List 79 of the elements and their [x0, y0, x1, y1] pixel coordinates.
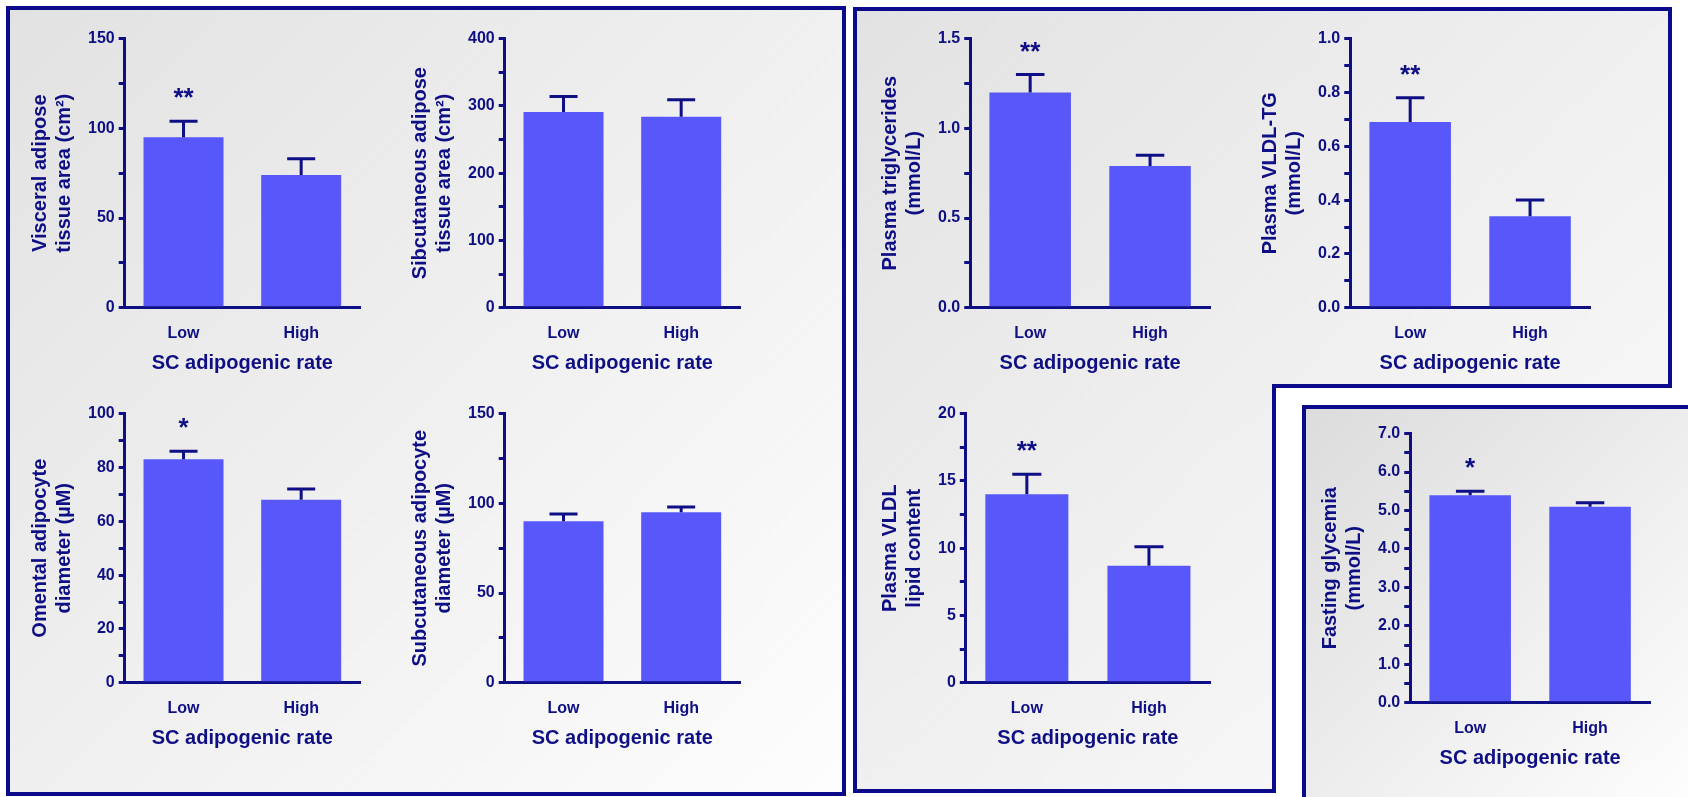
y-tick-label: 5	[946, 605, 956, 623]
y-tick-label: 50	[476, 583, 495, 601]
y-tick-label: 0.2	[1317, 244, 1341, 262]
y-tick-label: 60	[96, 511, 115, 529]
x-tick-label: High	[283, 323, 319, 341]
x-axis-title: SC adipogenic rate	[1439, 745, 1621, 768]
y-tick-label: 20	[96, 619, 115, 637]
y-tick-label: 20	[938, 404, 956, 422]
x-tick-label: High	[663, 698, 699, 716]
x-axis-title: SC adipogenic rate	[151, 350, 333, 373]
x-tick-label: Low	[1014, 323, 1047, 341]
x-axis-title: SC adipogenic rate	[151, 725, 333, 748]
x-tick-label: High	[1572, 718, 1608, 736]
x-tick-label: Low	[167, 698, 201, 716]
y-tick-label: 400	[467, 29, 495, 47]
y-tick-label: 0	[946, 673, 956, 691]
y-tick-label: 0	[105, 673, 115, 691]
annotation: *	[178, 412, 190, 443]
x-axis-title: SC adipogenic rate	[997, 725, 1179, 748]
annotation: **	[1020, 35, 1042, 66]
y-tick-label: 5.0	[1377, 500, 1401, 518]
y-tick-label: 100	[467, 230, 495, 248]
x-tick-label: High	[1132, 323, 1168, 341]
x-tick-label: Low	[547, 698, 581, 716]
y-tick-label: 2.0	[1377, 616, 1401, 634]
x-axis-title: SC adipogenic rate	[531, 350, 713, 373]
x-axis-title: SC adipogenic rate	[1379, 350, 1561, 373]
y-tick-label: 10	[938, 538, 956, 556]
y-tick-label: 1.0	[937, 118, 961, 136]
y-tick-label: 7.0	[1377, 424, 1401, 442]
y-tick-label: 0.6	[1317, 136, 1341, 154]
y-tick-label: 200	[467, 163, 495, 181]
y-tick-label: 0.4	[1317, 190, 1341, 208]
annotation: **	[1016, 435, 1038, 466]
y-tick-label: 50	[96, 208, 115, 226]
x-tick-label: High	[283, 698, 319, 716]
x-tick-label: Low	[1454, 718, 1487, 736]
y-tick-label: 15	[938, 471, 956, 489]
y-tick-label: 0.5	[937, 208, 961, 226]
y-tick-label: 0	[485, 673, 495, 691]
annotation: *	[1465, 452, 1477, 483]
x-tick-label: Low	[1010, 698, 1044, 716]
y-tick-label: 40	[96, 565, 115, 583]
y-tick-label: 6.0	[1377, 462, 1401, 480]
y-axis-title: Visceral adipose tissue area (cm²)	[27, 93, 74, 253]
x-tick-label: High	[663, 323, 699, 341]
x-axis-title: SC adipogenic rate	[531, 725, 713, 748]
y-axis-title: Plasma VLDL lipid content	[877, 484, 924, 613]
y-tick-label: 0	[105, 298, 115, 316]
y-axis-title: Plasma VLDL-TG (mmol/L)	[1257, 92, 1304, 255]
y-tick-label: 0	[485, 298, 495, 316]
x-tick-label: High	[1131, 698, 1167, 716]
annotation: **	[1400, 59, 1422, 89]
y-axis-title: Subcutaneous adipocyte diameter (µM)	[407, 429, 454, 667]
y-tick-label: 100	[87, 404, 115, 422]
y-tick-label: 0.0	[1377, 693, 1401, 711]
y-axis-title: Sibcutaneous adipose tissue area (cm²)	[407, 67, 454, 280]
y-tick-label: 1.5	[937, 29, 961, 47]
y-tick-label: 1.0	[1317, 29, 1341, 47]
x-tick-label: High	[1512, 323, 1548, 341]
y-tick-label: 4.0	[1377, 539, 1401, 557]
y-tick-label: 100	[467, 493, 495, 511]
x-axis-title: SC adipogenic rate	[999, 350, 1181, 373]
y-axis-title: Plasma triglycerides (mmol/L)	[877, 75, 924, 271]
y-tick-label: 3.0	[1377, 577, 1401, 595]
y-tick-label: 150	[467, 404, 495, 422]
y-tick-label: 0.0	[1317, 298, 1341, 316]
y-axis-title: Omental adipocyte diameter (µM)	[27, 458, 74, 638]
y-tick-label: 100	[87, 118, 115, 136]
y-axis-title: Fasting glycemia (mmol/L)	[1317, 486, 1364, 650]
x-tick-label: Low	[547, 323, 581, 341]
y-tick-label: 1.0	[1377, 654, 1401, 672]
y-tick-label: 0.8	[1317, 82, 1341, 100]
y-tick-label: 300	[467, 96, 495, 114]
x-tick-label: Low	[167, 323, 201, 341]
y-tick-label: 80	[96, 457, 115, 475]
y-tick-label: 150	[87, 29, 115, 47]
annotation: **	[173, 82, 195, 113]
x-tick-label: Low	[1394, 323, 1427, 341]
